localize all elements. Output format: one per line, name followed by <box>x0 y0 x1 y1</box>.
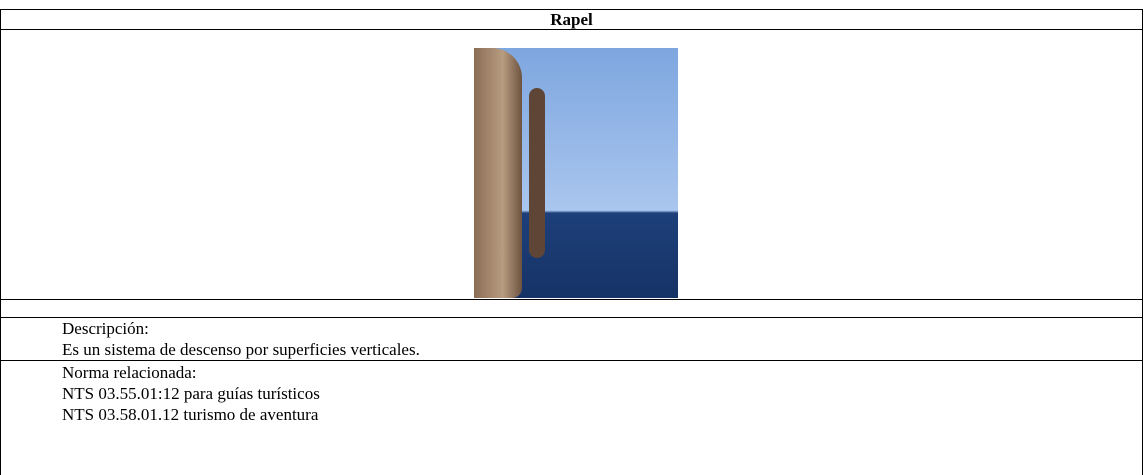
norm-label: Norma relacionada: <box>62 363 197 382</box>
norm: NTS 03.55.01:12 para guías turísticos <box>62 384 320 403</box>
border <box>0 360 1143 361</box>
title: Rapel <box>550 10 593 29</box>
border <box>0 299 1143 300</box>
description-label: Descripción: <box>62 319 149 338</box>
border <box>1142 9 1143 475</box>
rock <box>474 48 522 298</box>
climber <box>529 88 545 258</box>
norm: NTS 03.58.01.12 turismo de aventura <box>62 405 319 424</box>
border <box>0 29 1143 30</box>
border <box>0 9 1143 10</box>
border <box>0 9 1 475</box>
photo <box>474 48 678 298</box>
border <box>0 317 1143 318</box>
description: Es un sistema de descenso por superficie… <box>62 340 420 359</box>
